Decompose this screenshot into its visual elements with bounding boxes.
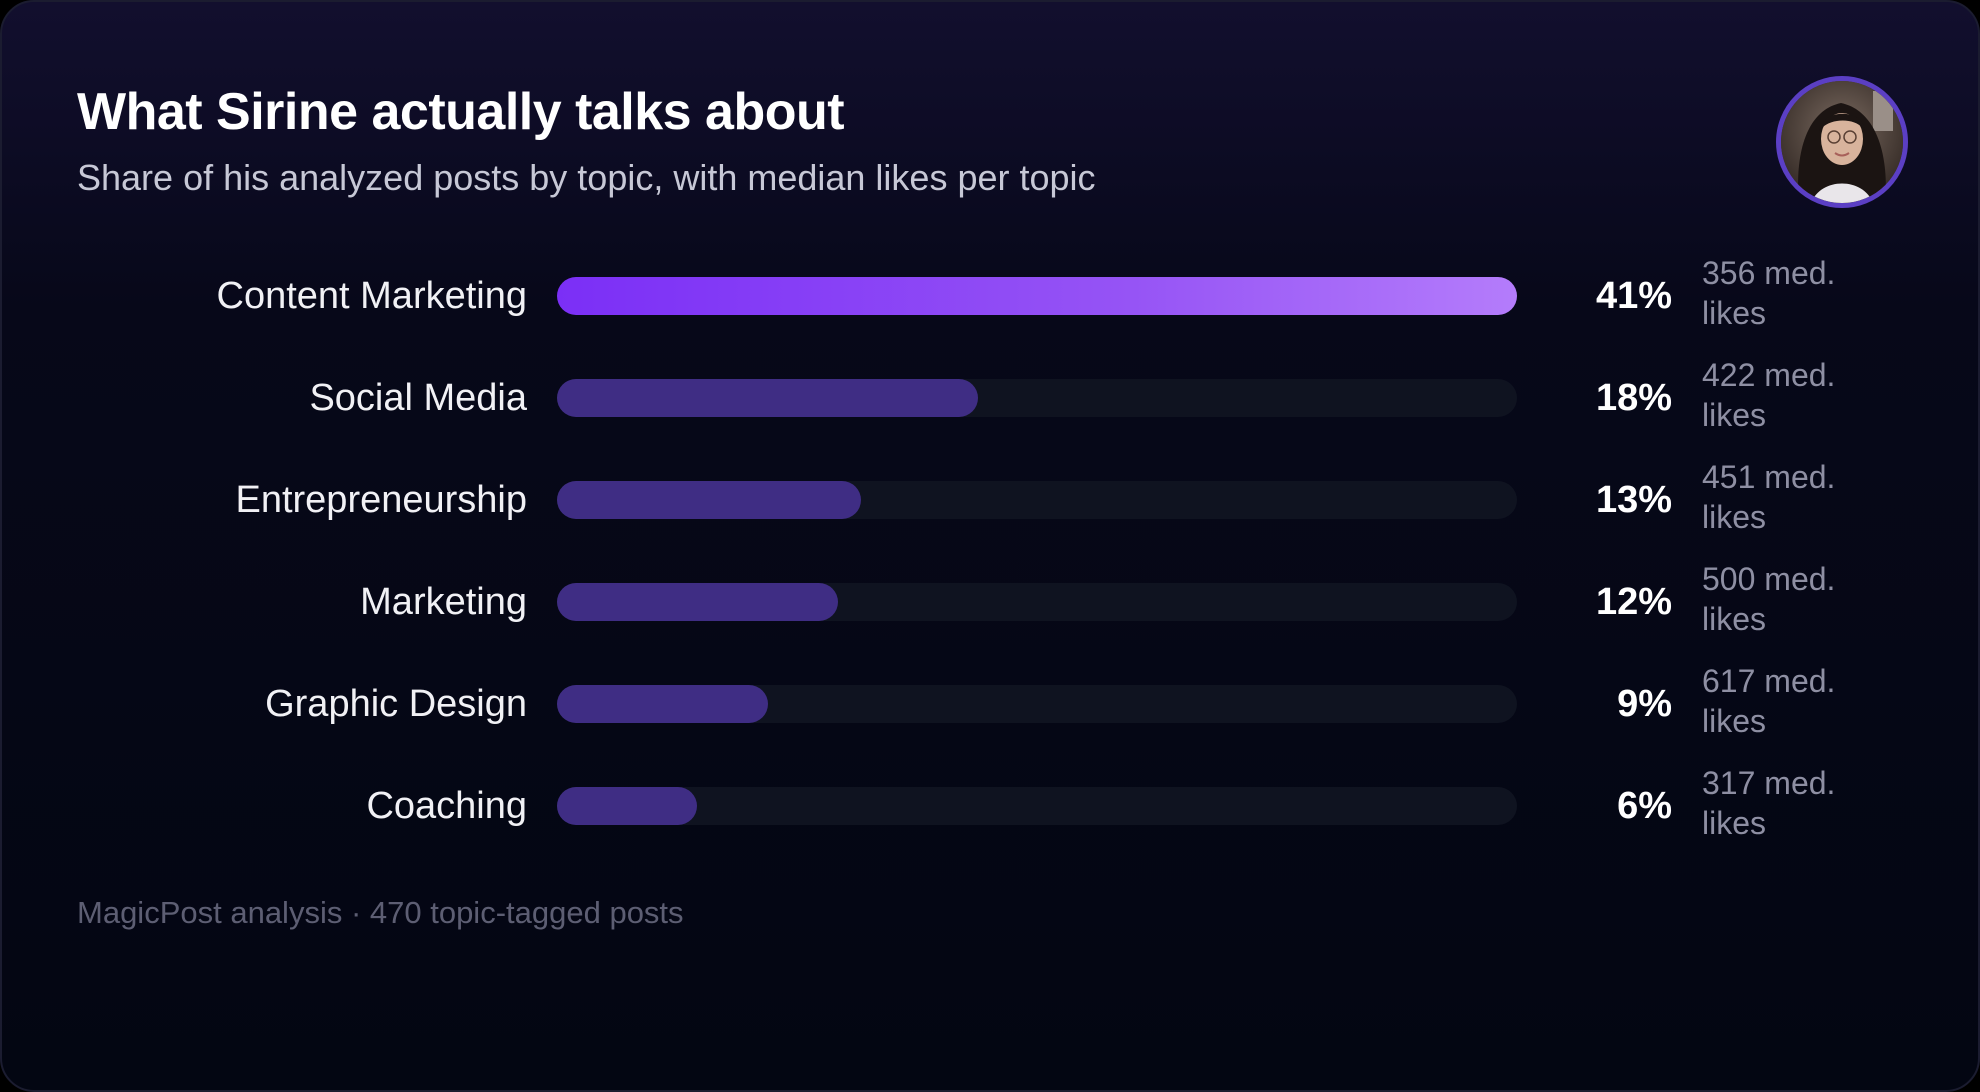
value-label: 9% (1617, 682, 1672, 725)
category-label: Graphic Design (265, 682, 527, 725)
median-likes-label: 451 med. likes (1702, 459, 1836, 535)
category-label: Content Marketing (216, 274, 528, 317)
value-label: 6% (1617, 784, 1672, 827)
source-note: MagicPost analysis · 470 topic-tagged po… (77, 895, 684, 930)
category-label: Marketing (360, 580, 527, 623)
bar-track (557, 277, 1517, 315)
bar-row: Social Media 18% 422 med. likes (2, 357, 1978, 438)
median-likes-label: 617 med. likes (1702, 663, 1836, 739)
value-label: 18% (1595, 376, 1672, 419)
median-likes-label: 500 med. likes (1702, 561, 1836, 637)
value-label: 41% (1595, 274, 1672, 317)
bar-row: Coaching 6% 317 med. likes (2, 765, 1978, 846)
median-likes-label: 356 med. likes (1702, 255, 1836, 331)
value-label: 13% (1595, 478, 1672, 521)
bar-track (557, 379, 1517, 417)
category-label: Social Media (309, 376, 527, 419)
bar-row: Marketing 12% 500 med. likes (2, 561, 1978, 642)
chart-title: What Sirine actually talks about (77, 83, 845, 141)
bar-row: Entrepreneurship 13% 451 med. likes (2, 459, 1978, 540)
bar (557, 277, 1517, 315)
bar (557, 379, 978, 417)
category-label: Coaching (366, 784, 527, 827)
bar-row: Content Marketing 41% 356 med. likes (2, 255, 1978, 336)
bar-track (557, 583, 1517, 621)
bar-row: Graphic Design 9% 617 med. likes (2, 663, 1978, 744)
value-label: 12% (1595, 580, 1672, 623)
chart-subtitle: Share of his analyzed posts by topic, wi… (77, 157, 1096, 198)
median-likes-label: 422 med. likes (1702, 357, 1836, 433)
bar-track (557, 787, 1517, 825)
bar-track (557, 481, 1517, 519)
profile-photo-icon (1781, 81, 1903, 203)
bar (557, 685, 768, 723)
bar (557, 787, 697, 825)
bar (557, 481, 861, 519)
bar-track (557, 685, 1517, 723)
category-label: Entrepreneurship (235, 478, 527, 521)
avatar (1776, 76, 1908, 208)
bar (557, 583, 838, 621)
median-likes-label: 317 med. likes (1702, 765, 1836, 841)
